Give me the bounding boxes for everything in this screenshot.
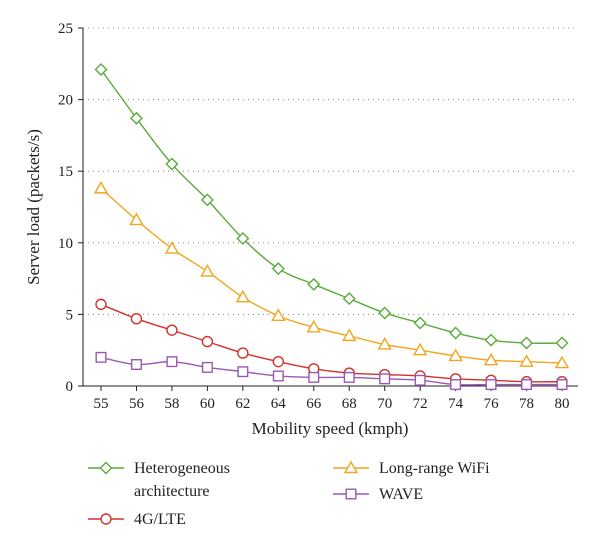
data-point (449, 326, 463, 340)
data-point (448, 348, 463, 362)
legend-item: 4G/LTE (88, 511, 186, 528)
series-triangle (93, 180, 570, 369)
x-tick-label: 62 (235, 396, 250, 412)
x-tick-label: 68 (342, 396, 357, 412)
data-point (95, 298, 107, 311)
x-tick-label: 60 (200, 396, 215, 412)
data-point (272, 370, 284, 382)
data-point (377, 337, 392, 350)
data-point (94, 63, 108, 77)
data-point (200, 193, 214, 207)
legend-item: Long-range WiFi (333, 460, 490, 477)
data-point (307, 277, 321, 291)
data-point (271, 262, 285, 276)
x-tick-label: 72 (413, 396, 428, 412)
legend-label: Long-range WiFi (379, 460, 490, 477)
legend-label: architecture (134, 483, 210, 500)
legend-item: Heterogeneous architecture (88, 460, 230, 500)
data-point (237, 366, 249, 378)
legend-marker (100, 513, 112, 525)
data-point (555, 336, 569, 350)
data-point (95, 351, 107, 363)
data-point (201, 361, 213, 373)
series-group (93, 63, 570, 391)
data-point (129, 212, 144, 226)
legend-label: Heterogeneous (134, 460, 230, 477)
x-tick-label: 66 (306, 396, 322, 412)
y-tick-label: 10 (58, 236, 73, 252)
data-point (484, 333, 498, 347)
series-square (95, 351, 568, 391)
data-point (412, 342, 428, 356)
legend-label: WAVE (379, 486, 423, 503)
data-point (166, 356, 178, 368)
series-line (100, 69, 563, 344)
x-tick-label: 78 (519, 396, 534, 412)
data-point (272, 355, 285, 368)
y-tick-label: 0 (66, 379, 74, 395)
data-point (485, 379, 497, 391)
data-point (200, 264, 215, 277)
y-tick-label: 5 (66, 307, 74, 323)
legend-marker (343, 460, 359, 474)
x-tick-label: 80 (555, 396, 570, 412)
data-point (450, 379, 462, 391)
data-point (378, 306, 392, 320)
legend-label: 4G/LTE (134, 511, 186, 528)
legend-marker (345, 488, 357, 500)
x-tick-label: 74 (448, 396, 464, 412)
series-diamond (94, 63, 569, 350)
data-point (554, 355, 570, 369)
data-point (130, 312, 143, 325)
x-tick-label: 64 (271, 396, 287, 412)
data-point (413, 316, 427, 330)
data-point (342, 328, 357, 342)
data-point (306, 319, 321, 333)
x-tick-label: 76 (484, 396, 500, 412)
data-point (236, 232, 250, 245)
data-point (235, 289, 251, 303)
x-tick-label: 56 (129, 396, 145, 412)
x-tick-label: 58 (164, 396, 179, 412)
data-point (521, 379, 533, 391)
y-axis-ticks: 0 5 10 15 20 25 (58, 21, 83, 395)
data-point (379, 373, 391, 385)
data-point (271, 308, 286, 322)
data-point (93, 180, 109, 194)
x-axis-ticks: 55 56 58 60 62 64 66 68 70 72 74 76 78 80 (94, 386, 570, 412)
legend-item: WAVE (333, 486, 423, 503)
y-tick-label: 15 (58, 164, 73, 180)
y-tick-label: 25 (58, 21, 73, 37)
data-point (201, 335, 214, 348)
data-point (414, 374, 426, 386)
y-axis-label: Server load (packets/s) (24, 129, 43, 285)
data-point (556, 379, 568, 391)
data-point (237, 347, 249, 359)
axes (82, 28, 578, 387)
series-circle (95, 298, 568, 388)
y-tick-label: 20 (58, 93, 73, 109)
data-point (343, 371, 355, 383)
data-point (129, 111, 143, 125)
data-point (130, 359, 142, 371)
grid-lines (83, 27, 578, 315)
x-axis-label: Mobility speed (kmph) (252, 419, 409, 438)
x-tick-label: 70 (377, 396, 392, 412)
data-point (483, 352, 499, 366)
data-point (308, 371, 320, 383)
x-tick-label: 55 (94, 396, 109, 412)
data-point (165, 157, 179, 171)
legend-marker (99, 461, 113, 475)
data-point (342, 292, 356, 306)
data-point (519, 354, 534, 367)
legend: Heterogeneous architecture 4G/LTE Long-rang… (88, 460, 490, 528)
data-point (166, 324, 178, 336)
data-point (520, 336, 534, 350)
data-point (164, 241, 180, 254)
